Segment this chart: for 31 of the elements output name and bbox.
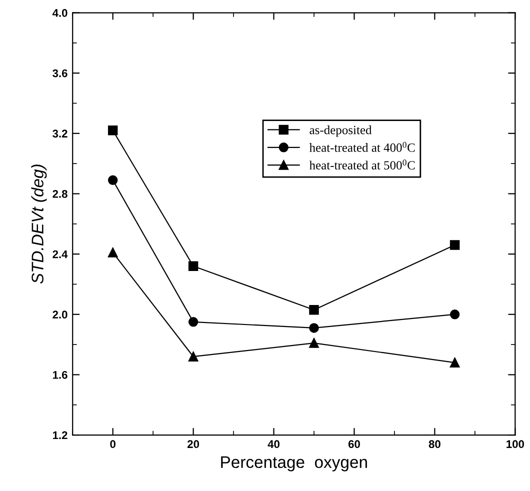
point bbox=[309, 304, 319, 315]
y-tick-label: 1.2 bbox=[53, 431, 68, 440]
x-tick-label: 60 bbox=[348, 440, 360, 448]
point bbox=[309, 323, 319, 333]
y-tick-label: 3.6 bbox=[52, 69, 68, 78]
point bbox=[309, 338, 319, 348]
point bbox=[108, 126, 118, 136]
legend-label: as-deposited bbox=[310, 125, 372, 137]
legend-label: heat-treated at 500$^{0}$C bbox=[309, 160, 415, 170]
x-tick-label: 80 bbox=[428, 440, 440, 448]
y-tick-label: 3.2 bbox=[52, 130, 68, 138]
point bbox=[188, 317, 198, 327]
x-tick-label: 40 bbox=[268, 440, 280, 448]
point bbox=[450, 240, 460, 250]
x-tick-label: 100 bbox=[506, 440, 524, 448]
y-tick-label: 4.0 bbox=[52, 9, 68, 17]
point bbox=[108, 248, 118, 258]
point bbox=[108, 175, 118, 186]
x-tick-label: 0 bbox=[110, 440, 116, 448]
point bbox=[188, 352, 198, 362]
point bbox=[450, 358, 460, 368]
point bbox=[188, 261, 198, 271]
x-axis-title: Percentage oxygen bbox=[221, 456, 367, 472]
x-tick-label: 20 bbox=[188, 440, 200, 448]
y-tick-label: 1.6 bbox=[53, 370, 68, 379]
y-tick-label: 2.0 bbox=[52, 310, 68, 319]
point bbox=[450, 310, 460, 320]
y-axis-title: STD.DEVt (deg) bbox=[31, 164, 47, 284]
y-tick-label: 2.8 bbox=[52, 190, 68, 198]
legend-label: heat-treated at 400$^{0}$C bbox=[309, 142, 415, 152]
y-tick-label: 2.4 bbox=[52, 250, 68, 258]
